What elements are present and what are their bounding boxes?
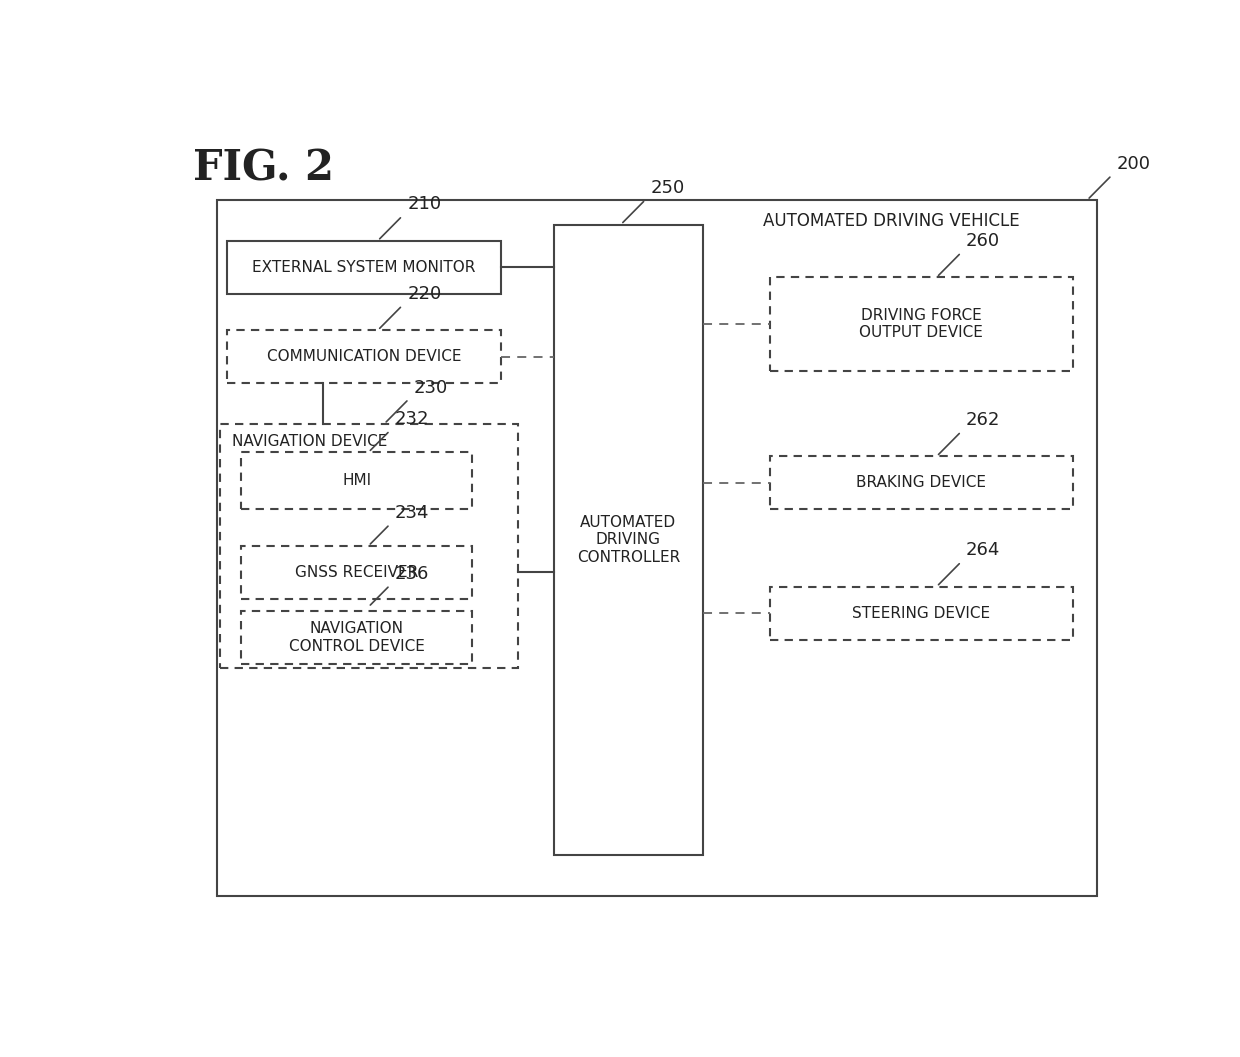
Text: DRIVING FORCE
OUTPUT DEVICE: DRIVING FORCE OUTPUT DEVICE <box>859 308 983 340</box>
Text: 232: 232 <box>394 410 429 428</box>
Bar <box>221 424 518 668</box>
Text: NAVIGATION
CONTROL DEVICE: NAVIGATION CONTROL DEVICE <box>289 622 425 654</box>
Text: AUTOMATED
DRIVING
CONTROLLER: AUTOMATED DRIVING CONTROLLER <box>577 515 680 564</box>
Text: GNSS RECEIVER: GNSS RECEIVER <box>295 564 418 580</box>
Text: 262: 262 <box>966 411 1001 429</box>
Text: 236: 236 <box>394 564 429 582</box>
Text: 200: 200 <box>1117 154 1151 172</box>
Text: 234: 234 <box>394 504 429 522</box>
Text: STEERING DEVICE: STEERING DEVICE <box>852 606 991 620</box>
Bar <box>242 452 472 509</box>
Text: 250: 250 <box>650 179 684 197</box>
Text: 220: 220 <box>407 285 441 303</box>
Text: FIG. 2: FIG. 2 <box>193 147 335 189</box>
Bar <box>227 330 501 384</box>
Text: HMI: HMI <box>342 474 371 488</box>
Text: 264: 264 <box>966 541 1001 559</box>
Text: AUTOMATED DRIVING VEHICLE: AUTOMATED DRIVING VEHICLE <box>763 212 1019 230</box>
Bar <box>242 611 472 664</box>
Text: 230: 230 <box>414 378 448 396</box>
Bar <box>770 457 1073 509</box>
Text: BRAKING DEVICE: BRAKING DEVICE <box>857 476 986 490</box>
Bar <box>770 277 1073 371</box>
Bar <box>227 241 501 294</box>
Bar <box>217 200 1096 896</box>
Text: COMMUNICATION DEVICE: COMMUNICATION DEVICE <box>267 349 461 365</box>
Bar <box>554 224 703 855</box>
Bar <box>242 546 472 599</box>
Text: EXTERNAL SYSTEM MONITOR: EXTERNAL SYSTEM MONITOR <box>252 260 476 275</box>
Bar <box>770 587 1073 639</box>
Text: NAVIGATION DEVICE: NAVIGATION DEVICE <box>232 433 387 448</box>
Text: 260: 260 <box>966 233 1001 251</box>
Text: 210: 210 <box>407 196 441 214</box>
